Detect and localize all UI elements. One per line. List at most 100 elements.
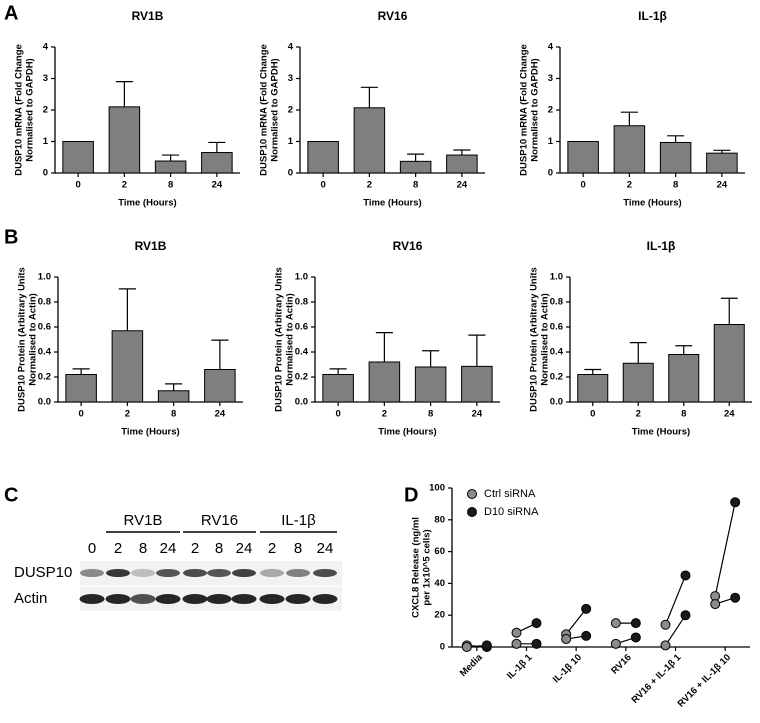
- chart-title: IL-1β: [647, 239, 676, 253]
- pair-line: [664, 614, 687, 646]
- band: [206, 594, 232, 604]
- x-tick-label: RV16: [609, 652, 633, 676]
- lane-label: 24: [160, 540, 177, 557]
- bar: [659, 141, 692, 174]
- point: [730, 592, 741, 603]
- lane-label: 2: [268, 540, 276, 557]
- point: [461, 642, 472, 652]
- x-tick-label: RV16 + IL-1β 10: [676, 652, 734, 710]
- bar: [108, 106, 141, 174]
- lane-label: 2: [191, 540, 199, 557]
- bar: [111, 330, 144, 403]
- x-tick-label: 2: [636, 409, 641, 420]
- y-tick-label: 4: [548, 42, 554, 53]
- x-tick-label: 2: [382, 409, 387, 420]
- band: [156, 569, 180, 577]
- y-tick-label: 3: [288, 73, 293, 84]
- band: [182, 594, 208, 604]
- lane-label: 0: [88, 540, 96, 557]
- bar: [713, 324, 745, 403]
- x-tick-label: 2: [125, 409, 130, 420]
- y-tick-label: 0.4: [38, 347, 52, 358]
- x-tick-label: 24: [472, 409, 483, 420]
- y-tick-label: 60: [434, 546, 445, 557]
- x-tick-label: 24: [215, 409, 226, 420]
- x-tick-label: 8: [673, 180, 678, 191]
- panel-label: C: [4, 484, 18, 506]
- point: [630, 632, 641, 643]
- bar: [414, 366, 447, 403]
- pair-line: [714, 502, 736, 597]
- y-tick-label: 3: [548, 73, 553, 84]
- y-tick-label: 0.8: [550, 297, 563, 308]
- x-tick-label: 8: [413, 180, 418, 191]
- point: [730, 497, 741, 508]
- x-tick-label: 2: [367, 180, 372, 191]
- y-tick-label: 2: [548, 105, 553, 116]
- band: [231, 594, 257, 604]
- bar: [62, 141, 94, 174]
- y-tick-label: 0: [440, 642, 445, 653]
- point: [660, 619, 671, 630]
- x-tick-label: 24: [724, 409, 735, 420]
- x-tick-label: 24: [212, 180, 223, 191]
- x-tick-label: 0: [335, 409, 340, 420]
- chart-title: IL-1β: [638, 9, 667, 23]
- legend-label: D10 siRNA: [484, 506, 539, 518]
- y-axis-label: DUSP10 Protein (Arbitrary Units: [529, 267, 540, 412]
- y-axis-label: Normalised to GAPDH): [530, 58, 541, 161]
- x-tick-label: IL-1β 1: [505, 652, 535, 682]
- x-tick-label: 0: [75, 180, 80, 191]
- band: [79, 594, 105, 604]
- y-tick-label: 1.0: [550, 272, 563, 283]
- bar: [706, 152, 738, 174]
- bar: [368, 361, 401, 403]
- bar: [322, 374, 354, 403]
- point: [561, 634, 572, 645]
- panel-label: B: [4, 226, 18, 248]
- bar: [622, 362, 654, 403]
- x-axis-label: Time (Hours): [378, 427, 436, 438]
- y-axis-label: Normalised to Actin): [285, 293, 296, 386]
- band: [232, 569, 256, 577]
- y-tick-label: 0.2: [38, 372, 51, 383]
- band: [259, 594, 285, 604]
- legend-label: Ctrl siRNA: [484, 488, 536, 500]
- x-axis-label: Time (Hours): [623, 198, 681, 209]
- x-tick-label: Media: [458, 652, 485, 679]
- band: [285, 594, 311, 604]
- x-tick-label: 8: [428, 409, 433, 420]
- y-tick-label: 2: [288, 105, 293, 116]
- chart-title: RV16: [393, 239, 423, 253]
- point: [581, 603, 592, 614]
- y-axis-label: Normalised to GAPDH): [25, 58, 36, 161]
- y-tick-label: 0.2: [550, 372, 563, 383]
- point: [680, 570, 691, 581]
- point: [680, 610, 691, 621]
- y-axis-label: DUSP10 mRNA (Fold Change: [14, 44, 25, 176]
- band: [105, 594, 131, 604]
- y-tick-label: 0.6: [295, 322, 308, 333]
- x-tick-label: 2: [122, 180, 127, 191]
- bar: [461, 365, 493, 403]
- x-tick-label: 2: [627, 180, 632, 191]
- y-tick-label: 40: [434, 578, 445, 589]
- y-tick-label: 0.0: [38, 397, 51, 408]
- y-tick-label: 20: [434, 610, 445, 621]
- band: [131, 569, 155, 577]
- y-axis-label: Normalised to Actin): [540, 293, 551, 386]
- band: [106, 569, 130, 577]
- x-tick-label: 8: [168, 180, 173, 191]
- x-axis-label: Time (Hours): [118, 198, 176, 209]
- bar: [157, 390, 190, 403]
- band: [207, 569, 231, 577]
- y-tick-label: 0.8: [295, 297, 308, 308]
- point: [531, 638, 542, 649]
- y-tick-label: 4: [288, 42, 294, 53]
- lane-label: 2: [114, 540, 122, 557]
- x-tick-label: 0: [320, 180, 325, 191]
- bar: [201, 152, 233, 174]
- blot-group-label: RV1B: [124, 512, 163, 529]
- x-tick-label: 8: [681, 409, 686, 420]
- lane-label: 8: [294, 540, 302, 557]
